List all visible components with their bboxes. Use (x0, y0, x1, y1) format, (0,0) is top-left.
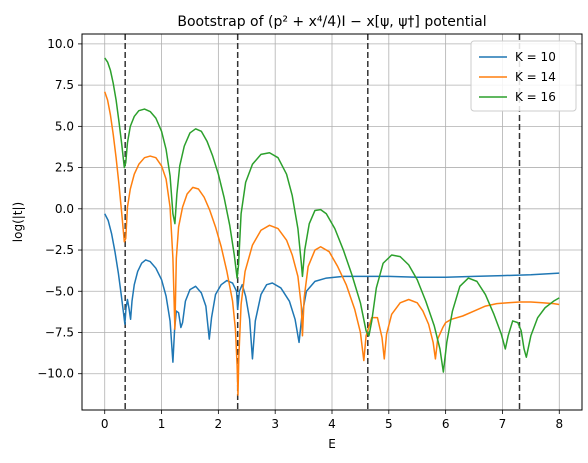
legend-label: K = 16 (515, 90, 556, 104)
series-line-k10 (104, 213, 560, 363)
x-axis-label: E (328, 437, 336, 451)
y-tick-label: 0.0 (55, 202, 74, 216)
y-tick-label: −10.0 (37, 367, 74, 381)
x-tick-label: 2 (215, 417, 223, 431)
x-tick-label: 0 (101, 417, 109, 431)
y-tick-label: 2.5 (55, 161, 74, 175)
y-tick-label: −5.0 (45, 284, 74, 298)
y-tick-label: −7.5 (45, 325, 74, 339)
series-group (104, 57, 560, 396)
chart-title: Bootstrap of (p² + x⁴/4)I − x[ψ, ψ†] pot… (177, 14, 486, 30)
x-tick-label: 3 (271, 417, 279, 431)
x-tick-label: 7 (499, 417, 507, 431)
legend-box (470, 40, 577, 112)
y-tick-label: 7.5 (55, 78, 74, 92)
y-tick-label: −2.5 (45, 243, 74, 257)
y-axis-label: log(|t|) (11, 202, 25, 242)
x-tick-label: 4 (328, 417, 336, 431)
legend-label: K = 10 (515, 50, 556, 64)
y-axis-ticks: 10.0 7.5 5.0 2.5 0.0 −2.5 −5.0 −7.5 −10.0 (37, 37, 82, 381)
x-tick-label: 8 (555, 417, 563, 431)
legend: K = 10 K = 14 K = 16 (470, 40, 577, 112)
y-tick-label: 10.0 (47, 37, 74, 51)
legend-label: K = 14 (515, 70, 556, 84)
x-tick-label: 1 (158, 417, 166, 431)
series-line-k16 (104, 57, 560, 373)
x-axis-ticks: 0 1 2 3 4 5 6 7 8 (101, 410, 563, 431)
x-tick-label: 5 (385, 417, 393, 431)
x-tick-label: 6 (442, 417, 450, 431)
series-line-k14 (104, 91, 560, 396)
y-tick-label: 5.0 (55, 119, 74, 133)
